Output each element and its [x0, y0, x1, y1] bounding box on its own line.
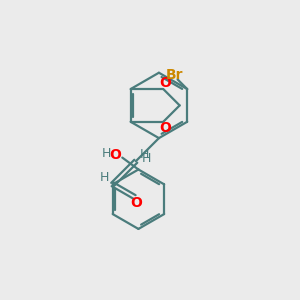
Text: O: O	[110, 148, 122, 162]
Text: O: O	[130, 196, 142, 210]
Text: Br: Br	[166, 68, 183, 82]
Text: H: H	[102, 147, 111, 160]
Text: H: H	[142, 152, 151, 165]
Text: H: H	[100, 171, 109, 184]
Text: O: O	[160, 121, 172, 135]
Text: O: O	[160, 76, 172, 89]
Text: H: H	[140, 148, 149, 161]
